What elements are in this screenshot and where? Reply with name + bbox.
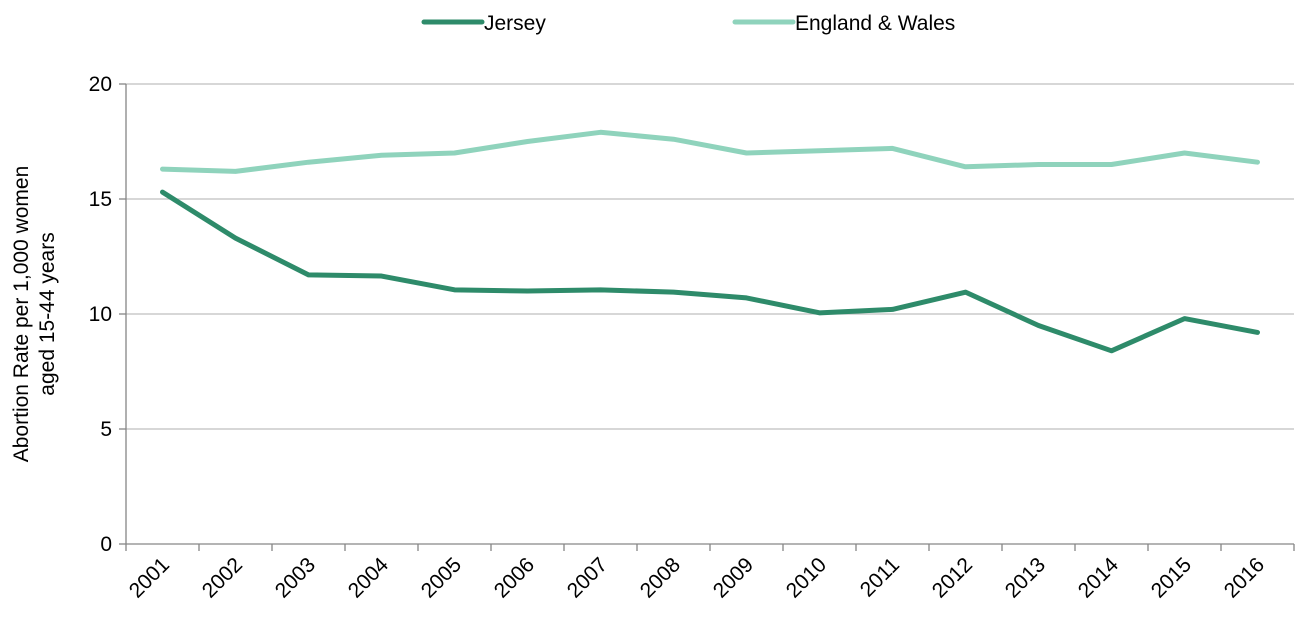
x-tick-label: 2011 [856, 553, 904, 601]
x-tick-label: 2005 [417, 553, 466, 602]
data-point [160, 167, 165, 172]
y-axis-title: Abortion Rate per 1,000 women aged 15-44 … [10, 166, 59, 463]
legend-label: England & Wales [795, 12, 955, 35]
x-tick-label: 2016 [1220, 553, 1269, 602]
data-point [160, 190, 165, 195]
data-point [379, 153, 384, 158]
data-point [233, 169, 238, 174]
data-point [525, 139, 530, 144]
data-point [598, 287, 603, 292]
data-point [1182, 151, 1187, 155]
data-point [233, 236, 238, 241]
data-point [1036, 162, 1041, 167]
y-axis-title-line: Abortion Rate per 1,000 women [10, 166, 33, 463]
y-tick-label: 15 [89, 188, 112, 211]
y-tick-label: 20 [89, 73, 112, 96]
y-axis-title-line: aged 15-44 years [36, 232, 59, 395]
data-point [1182, 316, 1187, 321]
data-point [963, 164, 968, 169]
data-point [525, 289, 530, 293]
x-tick-label: 2009 [709, 553, 758, 602]
data-point [890, 307, 895, 312]
data-point [1109, 348, 1114, 353]
x-tick-label: 2012 [928, 553, 977, 602]
x-tick-label: 2002 [198, 553, 247, 602]
x-tick-labels: 2001 2002 2003 2004 2005 2006 2007 2008 2009 2010… [125, 553, 1269, 603]
data-point [452, 287, 457, 292]
data-point [744, 295, 749, 300]
x-tick-label: 2008 [636, 553, 685, 602]
x-tick-label: 2013 [1001, 553, 1050, 602]
x-tick-label: 2014 [1074, 553, 1124, 603]
data-point [671, 137, 676, 142]
data-point [1255, 160, 1260, 165]
x-tick-label: 2003 [271, 553, 320, 602]
y-tick-label: 10 [89, 303, 112, 326]
x-tick-label: 2007 [563, 553, 612, 602]
x-tick-label: 2010 [782, 553, 831, 602]
data-point [963, 290, 968, 295]
data-point [598, 130, 603, 135]
y-tick-labels: 0 5 10 15 20 [89, 73, 112, 556]
data-point [1109, 162, 1114, 167]
data-point [306, 160, 311, 165]
series-line-jersey [160, 189, 1260, 354]
x-tick-label: 2004 [344, 553, 394, 603]
x-tick-label: 2006 [490, 553, 539, 602]
series-line-england-wales [160, 129, 1260, 174]
data-point [817, 310, 822, 315]
y-tick-label: 0 [100, 533, 112, 556]
y-tick-label: 5 [100, 418, 112, 441]
data-point [306, 272, 311, 277]
data-point [1255, 330, 1260, 335]
series-lines [160, 129, 1260, 354]
gridlines [126, 83, 1294, 430]
x-tick-label: 2001 [125, 553, 174, 602]
legend: Jersey England & Wales [421, 12, 955, 35]
data-point [890, 146, 895, 151]
data-point [817, 148, 822, 153]
x-tick-label: 2015 [1147, 553, 1196, 602]
data-point [1036, 323, 1041, 328]
data-point [379, 274, 384, 279]
data-point [744, 151, 749, 155]
data-point [671, 290, 676, 295]
legend-label: Jersey [484, 12, 546, 35]
axes [119, 83, 1295, 551]
data-point [452, 151, 457, 155]
